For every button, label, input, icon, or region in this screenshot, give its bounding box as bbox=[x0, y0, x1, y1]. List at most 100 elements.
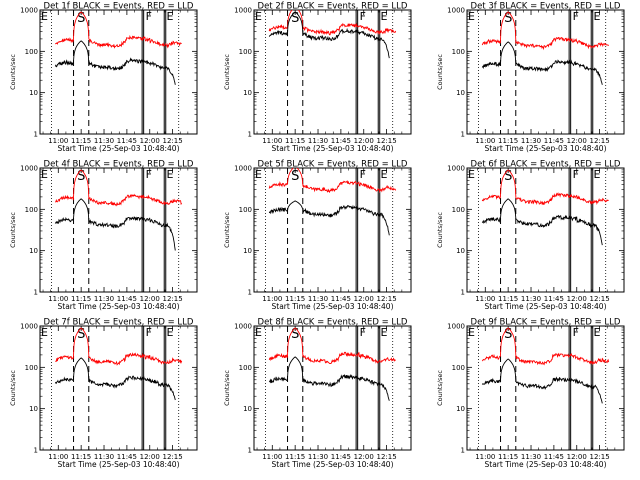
x-tick-label: 11:00 bbox=[262, 453, 282, 461]
y-axis-label: Counts/sec bbox=[9, 212, 17, 248]
x-axis-label: Start Time (25-Sep-03 10:48:40) bbox=[272, 302, 394, 311]
x-tick-label: 11:00 bbox=[48, 137, 68, 145]
events-series-line bbox=[268, 356, 390, 401]
y-tick-label: 1000 bbox=[234, 165, 252, 173]
x-tick-label: 12:00 bbox=[354, 453, 374, 461]
x-axis-label: Start Time (25-Sep-03 10:48:40) bbox=[58, 460, 180, 469]
events-series-line bbox=[481, 41, 603, 85]
panel-title: Det 5f BLACK = Events, RED = LLD bbox=[258, 160, 408, 170]
lld-series-line bbox=[481, 327, 610, 366]
x-tick-label: 11:15 bbox=[71, 137, 91, 145]
y-tick-label: 1 bbox=[248, 131, 252, 139]
e-marker-label: E bbox=[381, 10, 388, 23]
x-tick-label: 11:45 bbox=[117, 137, 137, 145]
e-marker-label: E bbox=[594, 10, 601, 23]
events-series-line bbox=[54, 357, 176, 401]
e-marker-label: E bbox=[468, 326, 475, 339]
e-marker-label: E bbox=[41, 168, 48, 181]
x-tick-label: 12:00 bbox=[567, 295, 587, 303]
x-tick-label: 11:30 bbox=[521, 137, 541, 145]
f-marker-label: F bbox=[146, 326, 152, 339]
lld-series-line bbox=[55, 169, 183, 207]
lld-series-line bbox=[481, 11, 610, 51]
x-tick-label: 12:00 bbox=[567, 453, 587, 461]
panel-title: Det 9f BLACK = Events, RED = LLD bbox=[471, 318, 621, 328]
f-marker-label: F bbox=[573, 326, 579, 339]
y-tick-label: 10 bbox=[456, 247, 465, 255]
x-tick-label: 11:15 bbox=[285, 453, 305, 461]
x-axis-label: Start Time (25-Sep-03 10:48:40) bbox=[58, 302, 180, 311]
plot-frame bbox=[39, 325, 198, 451]
y-axis-label: Counts/sec bbox=[436, 370, 444, 406]
x-tick-label: 11:30 bbox=[94, 295, 114, 303]
plot-frame bbox=[466, 9, 625, 135]
lld-series-line bbox=[268, 327, 396, 365]
x-tick-label: 11:45 bbox=[331, 295, 351, 303]
panel-title: Det 7f BLACK = Events, RED = LLD bbox=[44, 318, 194, 328]
panel-title: Det 4f BLACK = Events, RED = LLD bbox=[44, 160, 194, 170]
x-tick-label: 11:30 bbox=[94, 453, 114, 461]
panel-grid: Det 1f BLACK = Events, RED = LLD 1 10 100 10… bbox=[9, 2, 625, 469]
y-axis-label: Counts/sec bbox=[223, 370, 231, 406]
plot-frame bbox=[253, 9, 412, 135]
s-marker-label: S bbox=[291, 11, 299, 26]
y-tick-label: 1 bbox=[461, 289, 465, 297]
x-tick-label: 12:00 bbox=[140, 137, 160, 145]
x-axis-label: Start Time (25-Sep-03 10:48:40) bbox=[272, 144, 394, 153]
y-tick-label: 10 bbox=[29, 89, 38, 97]
events-series-line bbox=[54, 40, 176, 85]
y-tick-label: 1000 bbox=[234, 7, 252, 15]
f-marker-label: F bbox=[360, 326, 366, 339]
y-tick-label: 1000 bbox=[447, 7, 465, 15]
x-tick-label: 11:45 bbox=[331, 137, 351, 145]
events-series-line bbox=[268, 11, 390, 59]
x-tick-label: 12:00 bbox=[354, 295, 374, 303]
s-marker-label: S bbox=[291, 169, 299, 184]
x-tick-label: 11:15 bbox=[285, 295, 305, 303]
e-marker-label: E bbox=[468, 168, 475, 181]
y-tick-label: 100 bbox=[239, 206, 252, 214]
x-tick-label: 11:15 bbox=[285, 137, 305, 145]
y-tick-label: 100 bbox=[452, 206, 465, 214]
y-tick-label: 1000 bbox=[20, 323, 38, 331]
y-tick-label: 1 bbox=[248, 447, 252, 455]
lld-series-line bbox=[55, 327, 183, 366]
events-series-line bbox=[54, 198, 176, 251]
panel-title: Det 3f BLACK = Events, RED = LLD bbox=[471, 2, 621, 12]
x-tick-label: 11:45 bbox=[331, 453, 351, 461]
y-tick-label: 10 bbox=[243, 89, 252, 97]
e-marker-label: E bbox=[594, 326, 601, 339]
x-axis-label: Start Time (25-Sep-03 10:48:40) bbox=[58, 144, 180, 153]
panel-det-9: Det 9f BLACK = Events, RED = LLD 1 10 100 10… bbox=[436, 318, 625, 469]
f-marker-label: F bbox=[573, 10, 579, 23]
y-tick-label: 1000 bbox=[20, 7, 38, 15]
x-tick-label: 11:00 bbox=[48, 295, 68, 303]
x-tick-label: 12:15 bbox=[377, 453, 397, 461]
e-marker-label: E bbox=[167, 10, 174, 23]
e-marker-label: E bbox=[167, 168, 174, 181]
x-tick-label: 12:15 bbox=[590, 295, 610, 303]
panel-det-1: Det 1f BLACK = Events, RED = LLD 1 10 100 10… bbox=[9, 2, 198, 153]
e-marker-label: E bbox=[255, 326, 262, 339]
s-marker-label: S bbox=[77, 11, 85, 26]
y-tick-label: 10 bbox=[243, 405, 252, 413]
panel-title: Det 6f BLACK = Events, RED = LLD bbox=[471, 160, 621, 170]
f-marker-label: F bbox=[360, 168, 366, 181]
y-axis-label: Counts/sec bbox=[436, 54, 444, 90]
s-marker-label: S bbox=[77, 169, 85, 184]
y-tick-label: 1000 bbox=[234, 323, 252, 331]
y-tick-label: 100 bbox=[452, 364, 465, 372]
x-tick-label: 12:15 bbox=[163, 453, 183, 461]
x-tick-label: 11:15 bbox=[498, 295, 518, 303]
x-tick-label: 11:00 bbox=[475, 137, 495, 145]
y-tick-label: 100 bbox=[452, 48, 465, 56]
f-marker-label: F bbox=[573, 168, 579, 181]
x-tick-label: 12:15 bbox=[590, 453, 610, 461]
panel-det-7: Det 7f BLACK = Events, RED = LLD 1 10 100 10… bbox=[9, 318, 198, 469]
x-tick-label: 11:45 bbox=[117, 295, 137, 303]
x-tick-label: 12:15 bbox=[163, 137, 183, 145]
events-series-line bbox=[481, 358, 603, 404]
y-tick-label: 100 bbox=[25, 206, 38, 214]
